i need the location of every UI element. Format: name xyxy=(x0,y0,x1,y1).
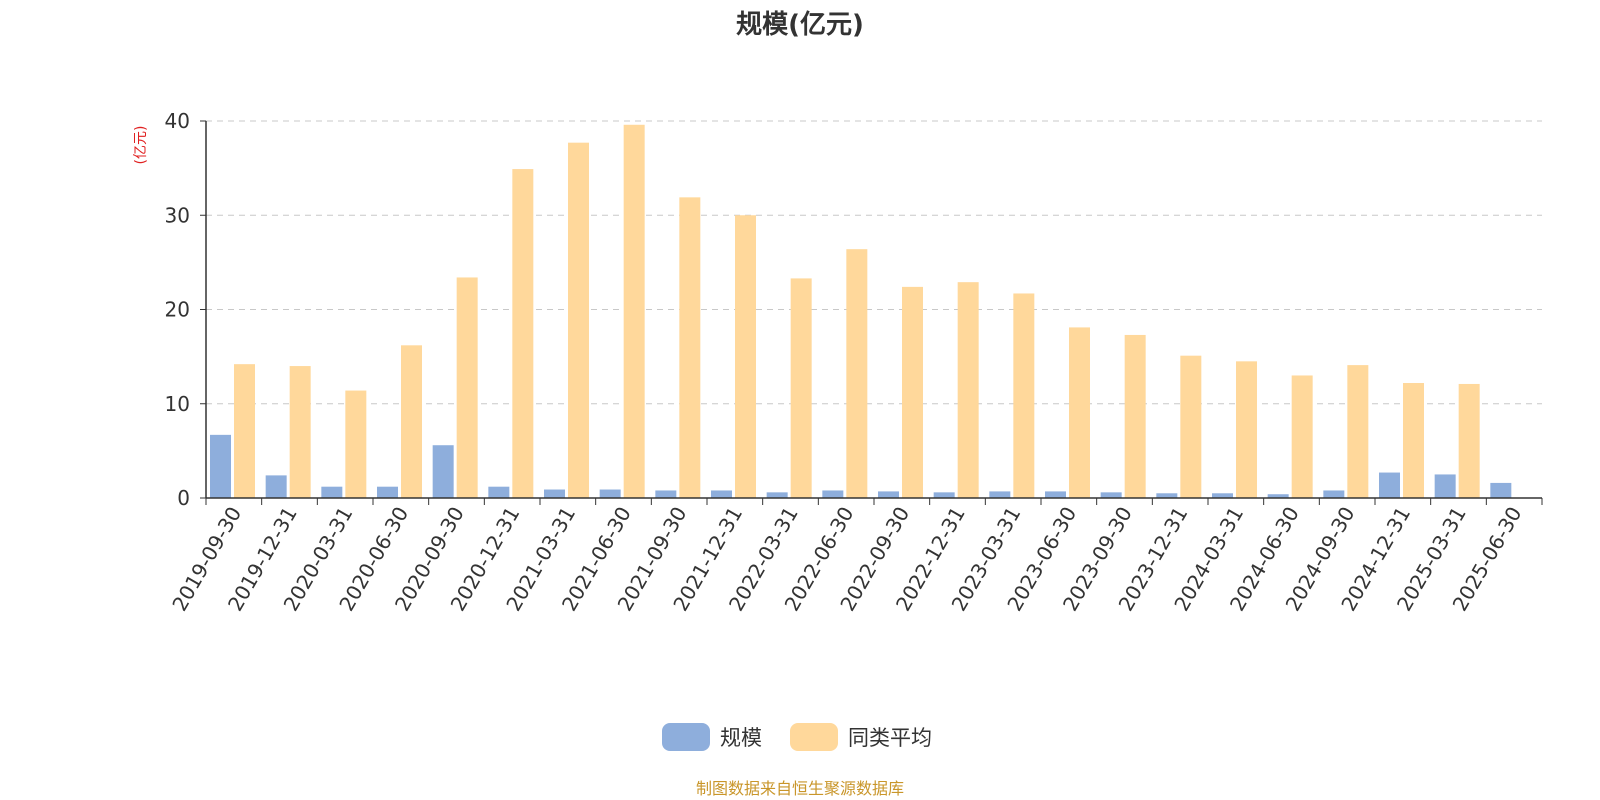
bar-peer-average xyxy=(1236,361,1257,498)
bar-peer-average xyxy=(568,142,589,499)
bar-scale xyxy=(655,490,677,498)
bar-peer-average xyxy=(456,277,478,498)
bar-peer-average xyxy=(735,215,756,498)
legend: 规模 同类平均 xyxy=(662,723,932,751)
bar-scale xyxy=(1323,490,1345,498)
y-tick-label: 0 xyxy=(177,486,190,510)
legend-label-peer-average[interactable]: 同类平均 xyxy=(848,726,932,750)
y-tick-label: 30 xyxy=(165,203,190,227)
bar-peer-average xyxy=(790,278,812,498)
y-tick-label: 20 xyxy=(165,298,190,322)
bar-scale xyxy=(599,489,621,498)
bar-peer-average xyxy=(1403,383,1424,498)
bars xyxy=(210,124,1512,499)
bar-scale xyxy=(1212,493,1233,498)
bar-scale xyxy=(878,491,899,498)
legend-label-scale[interactable]: 规模 xyxy=(720,726,762,750)
bar-scale xyxy=(822,490,844,498)
bar-peer-average xyxy=(846,249,868,498)
bar-peer-average xyxy=(1069,327,1090,498)
bar-scale xyxy=(766,492,788,498)
y-axis-unit-label: (亿元) xyxy=(133,126,149,165)
bar-peer-average xyxy=(957,282,979,498)
bar-peer-average xyxy=(512,169,534,498)
bar-scale xyxy=(1100,492,1122,498)
bar-peer-average xyxy=(623,124,645,499)
bar-peer-average xyxy=(902,286,923,498)
bar-peer-average xyxy=(289,366,311,498)
legend-swatch-scale[interactable] xyxy=(662,723,710,751)
bar-peer-average xyxy=(1458,383,1480,498)
bar-scale xyxy=(1434,474,1456,498)
bar-peer-average xyxy=(679,197,701,498)
bar-scale xyxy=(1045,491,1066,498)
bar-scale xyxy=(1156,493,1178,498)
y-tick-label: 10 xyxy=(165,392,190,416)
bar-peer-average xyxy=(1124,334,1146,498)
y-tick-label: 40 xyxy=(165,109,190,133)
source-note: 制图数据来自恒生聚源数据库 xyxy=(696,779,904,798)
legend-swatch-peer-average[interactable] xyxy=(790,723,838,751)
bar-scale xyxy=(377,486,398,498)
bar-scale xyxy=(265,475,287,498)
bar-peer-average xyxy=(1347,365,1369,498)
bar-scale xyxy=(1379,472,1400,498)
bar-scale xyxy=(321,486,343,498)
bar-scale xyxy=(711,490,732,498)
bar-peer-average xyxy=(1291,375,1313,498)
bar-scale xyxy=(933,492,955,498)
bar-scale xyxy=(1490,482,1512,498)
bar-scale xyxy=(544,489,565,498)
bar-peer-average xyxy=(234,364,255,498)
bar-peer-average xyxy=(1180,355,1202,498)
bar-scale xyxy=(210,434,231,498)
bar-peer-average xyxy=(345,390,367,498)
bar-scale xyxy=(432,445,454,498)
grid-lines xyxy=(206,120,1542,405)
chart-title: 规模(亿元) xyxy=(736,10,864,40)
bar-scale xyxy=(989,491,1011,498)
bar-scale xyxy=(488,486,510,498)
bar-scale xyxy=(1267,494,1289,498)
bar-peer-average xyxy=(401,345,422,498)
bar-peer-average xyxy=(1013,293,1035,498)
